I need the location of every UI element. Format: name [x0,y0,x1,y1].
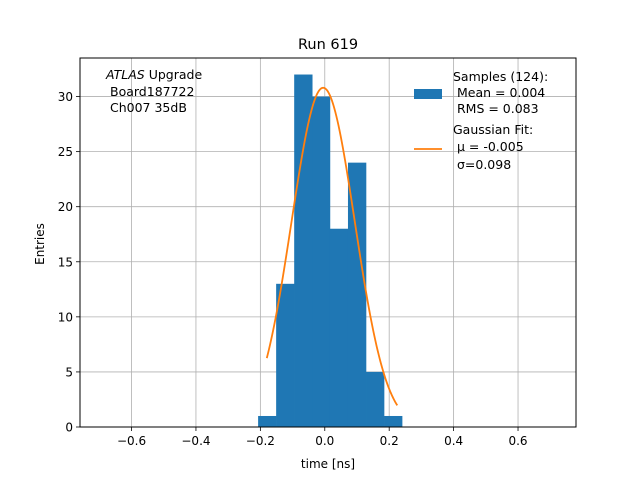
histogram-bar-6 [366,371,385,427]
legend-fit-mu: μ = -0.005 [453,139,524,154]
x-tick-label-2: −0.2 [246,434,275,448]
plot-frame [79,57,577,428]
x-tick-label-0: −0.6 [117,434,146,448]
gaussian-fit-curve [265,86,399,406]
annotation-upgrade: Upgrade [145,67,203,82]
histogram-bar-3 [312,96,331,427]
gaussian-fit [265,86,399,406]
x-tick-label-4: 0.2 [380,434,399,448]
y-tick-label-0: 0 [65,421,73,435]
histogram-bars [258,74,403,427]
x-axis-ticks: −0.6 −0.4 −0.2 0.0 0.2 0.4 0.6 [117,427,528,448]
legend-samples-title: Samples (124): [453,69,548,84]
legend-samples-swatch [414,89,442,99]
y-axis-ticks: 0 5 10 15 20 25 30 [58,90,80,435]
y-axis-label: Entries [33,223,47,265]
legend-samples-mean: Mean = 0.004 [453,85,545,100]
x-axis-label: time [ns] [301,457,355,471]
svg-text:ATLAS Upgrade: ATLAS Upgrade [105,67,202,82]
y-tick-label-3: 15 [58,255,73,269]
legend-fit-title: Gaussian Fit: [453,122,533,137]
histogram-bar-7 [384,415,403,427]
chart-title: Run 619 [298,37,358,53]
histogram-bar-2 [294,74,313,427]
annotation-atlas: ATLAS [105,67,145,82]
histogram-bar-0 [258,415,277,427]
x-tick-label-3: 0.0 [315,434,334,448]
legend-samples-rms: RMS = 0.083 [453,101,539,116]
histogram-bar-4 [329,228,349,427]
x-tick-label-1: −0.4 [181,434,210,448]
histogram-bar-5 [347,162,367,427]
histogram-bar-1 [276,283,295,427]
y-tick-label-4: 20 [58,200,73,214]
y-tick-label-2: 10 [58,310,73,324]
atlas-annotation: ATLAS Upgrade Board187722 Ch007 35dB [105,67,202,115]
y-tick-label-6: 30 [58,90,73,104]
legend: Samples (124): Mean = 0.004 RMS = 0.083 … [414,69,548,172]
x-tick-label-5: 0.4 [444,434,463,448]
legend-fit-sigma: σ=0.098 [453,157,511,172]
annotation-board: Board187722 [110,84,194,99]
y-tick-label-5: 25 [58,145,73,159]
x-tick-label-6: 0.6 [508,434,527,448]
y-tick-label-1: 5 [65,365,73,379]
annotation-channel: Ch007 35dB [110,100,187,115]
